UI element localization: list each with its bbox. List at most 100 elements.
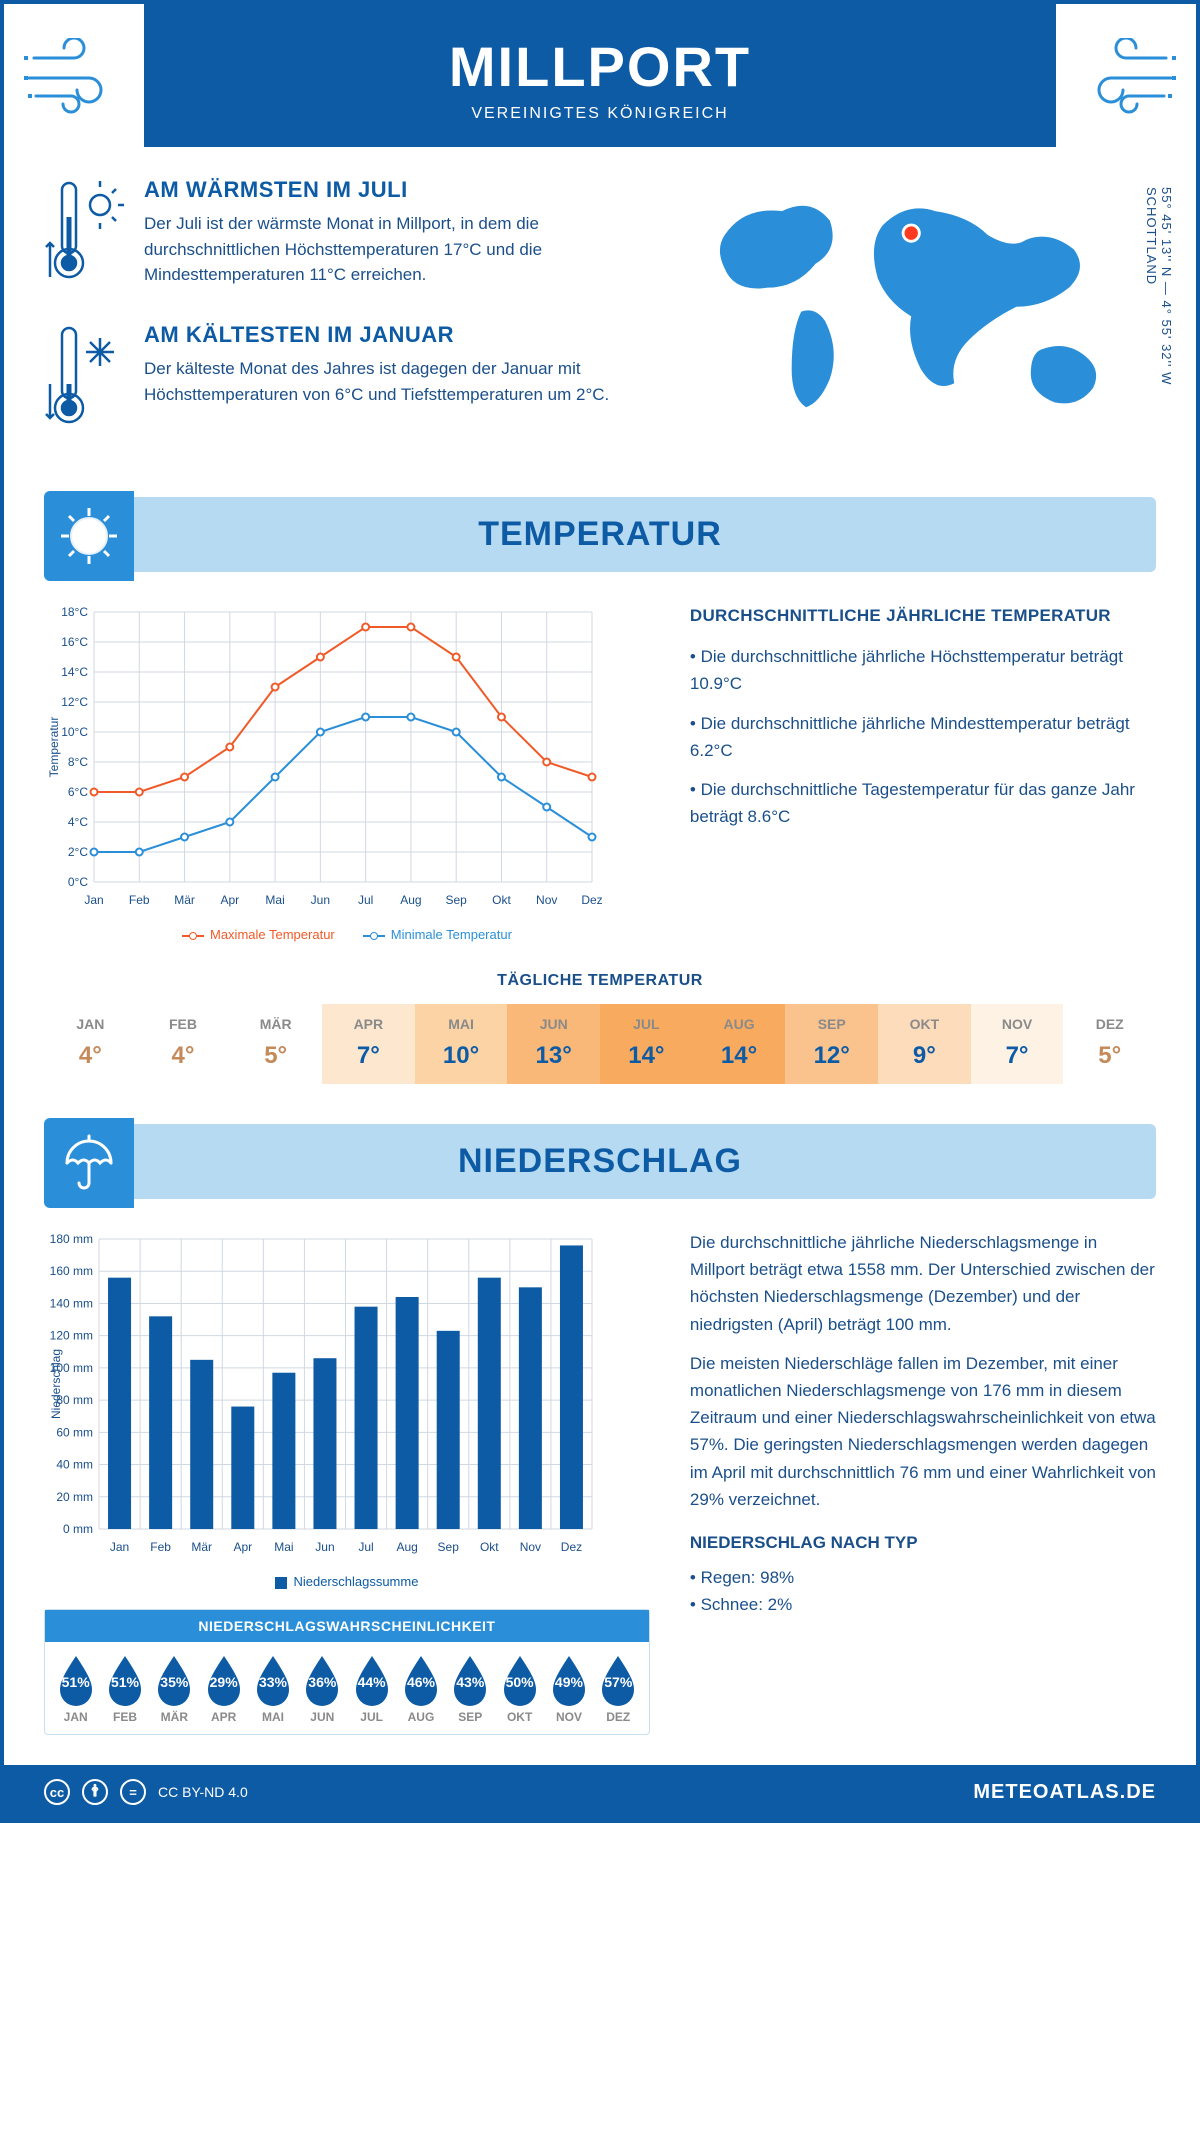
precip-p2: Die meisten Niederschläge fallen im Deze… [690, 1350, 1156, 1513]
precip-heading: NIEDERSCHLAG [44, 1142, 1156, 1181]
daily-temp-heading: TÄGLICHE TEMPERATUR [44, 972, 1156, 990]
thermometer-snow-icon [44, 322, 124, 432]
svg-text:18°C: 18°C [61, 605, 88, 619]
svg-text:20 mm: 20 mm [56, 1490, 93, 1504]
precip-prob-cell: 35% MÄR [150, 1654, 199, 1724]
daily-temp-cell: DEZ 5° [1063, 1004, 1156, 1084]
nd-icon: = [120, 1779, 146, 1805]
warmest-fact: AM WÄRMSTEN IM JULI Der Juli ist der wär… [44, 177, 666, 292]
svg-text:Nov: Nov [536, 893, 557, 907]
svg-text:Aug: Aug [396, 1540, 417, 1554]
daily-temp-cell: JUN 13° [507, 1004, 600, 1084]
svg-text:6°C: 6°C [68, 785, 88, 799]
precip-bar-chart: 0 mm20 mm40 mm60 mm80 mm100 mm120 mm140 … [44, 1229, 604, 1559]
coldest-heading: AM KÄLTESTEN IM JANUAR [144, 322, 666, 348]
warmest-text: Der Juli ist der wärmste Monat in Millpo… [144, 211, 666, 288]
by-icon: 🛉 [82, 1779, 108, 1805]
license-text: CC BY-ND 4.0 [158, 1784, 248, 1800]
daily-temp-cell: FEB 4° [137, 1004, 230, 1084]
svg-text:Jul: Jul [358, 893, 373, 907]
svg-text:40 mm: 40 mm [56, 1458, 93, 1472]
svg-text:Apr: Apr [233, 1540, 252, 1554]
daily-temp-cell: AUG 14° [693, 1004, 786, 1084]
svg-text:Aug: Aug [400, 893, 421, 907]
svg-text:Jan: Jan [110, 1540, 129, 1554]
svg-text:Okt: Okt [480, 1540, 499, 1554]
svg-text:Sep: Sep [446, 893, 468, 907]
svg-text:Dez: Dez [581, 893, 602, 907]
precip-banner: NIEDERSCHLAG [44, 1124, 1156, 1199]
sun-icon [57, 504, 121, 568]
svg-text:120 mm: 120 mm [50, 1329, 93, 1343]
svg-text:Okt: Okt [492, 893, 511, 907]
daily-temp-cell: JUL 14° [600, 1004, 693, 1084]
daily-temp-table: JAN 4° FEB 4° MÄR 5° APR 7° MAI 10° JUN … [44, 1004, 1156, 1084]
precip-prob-cell: 46% AUG [396, 1654, 445, 1724]
legend-precip: Niederschlagssumme [293, 1574, 418, 1589]
svg-text:10°C: 10°C [61, 725, 88, 739]
temp-text-p3: • Die durchschnittliche Tagestemperatur … [690, 776, 1156, 830]
coldest-fact: AM KÄLTESTEN IM JANUAR Der kälteste Mona… [44, 322, 666, 437]
svg-text:Jul: Jul [358, 1540, 373, 1554]
coldest-text: Der kälteste Monat des Jahres ist dagege… [144, 356, 666, 407]
temperature-heading: TEMPERATUR [44, 515, 1156, 554]
daily-temp-cell: OKT 9° [878, 1004, 971, 1084]
svg-text:Nov: Nov [520, 1540, 541, 1554]
temp-text-p1: • Die durchschnittliche jährliche Höchst… [690, 643, 1156, 697]
world-map: 55° 45' 13'' N — 4° 55' 32'' W SCHOTTLAN… [696, 177, 1156, 467]
umbrella-icon [59, 1133, 119, 1193]
precip-prob-cell: 44% JUL [347, 1654, 396, 1724]
wind-icon [24, 38, 134, 118]
svg-text:Feb: Feb [129, 893, 150, 907]
svg-text:14°C: 14°C [61, 665, 88, 679]
precip-type-snow: • Schnee: 2% [690, 1591, 1156, 1618]
daily-temp-cell: SEP 12° [785, 1004, 878, 1084]
wind-icon [1066, 38, 1176, 118]
svg-text:Niederschlag: Niederschlag [49, 1349, 63, 1419]
svg-text:Sep: Sep [438, 1540, 460, 1554]
precip-p1: Die durchschnittliche jährliche Niedersc… [690, 1229, 1156, 1338]
daily-temp-cell: MÄR 5° [229, 1004, 322, 1084]
svg-text:Dez: Dez [561, 1540, 582, 1554]
page-subtitle: VEREINIGTES KÖNIGREICH [144, 105, 1056, 123]
footer: cc 🛉 = CC BY-ND 4.0 METEOATLAS.DE [4, 1765, 1196, 1819]
warmest-heading: AM WÄRMSTEN IM JULI [144, 177, 666, 203]
daily-temp-cell: MAI 10° [415, 1004, 508, 1084]
svg-text:180 mm: 180 mm [50, 1232, 93, 1246]
page-title: MILLPORT [144, 34, 1056, 99]
svg-text:Mär: Mär [174, 893, 195, 907]
temp-text-heading: DURCHSCHNITTLICHE JÄHRLICHE TEMPERATUR [690, 602, 1156, 629]
precip-type-heading: NIEDERSCHLAG NACH TYP [690, 1529, 1156, 1556]
precip-prob-cell: 51% FEB [100, 1654, 149, 1724]
temperature-banner: TEMPERATUR [44, 497, 1156, 572]
map-marker-icon [905, 226, 918, 239]
svg-text:Jun: Jun [315, 1540, 334, 1554]
temp-text-p2: • Die durchschnittliche jährliche Mindes… [690, 710, 1156, 764]
precip-legend: Niederschlagssumme [44, 1574, 650, 1589]
precip-prob-heading: NIEDERSCHLAGSWAHRSCHEINLICHKEIT [45, 1610, 649, 1642]
svg-text:8°C: 8°C [68, 755, 88, 769]
svg-text:0°C: 0°C [68, 875, 88, 889]
precip-prob-cell: 51% JAN [51, 1654, 100, 1724]
precip-prob-cell: 29% APR [199, 1654, 248, 1724]
svg-text:Apr: Apr [220, 893, 239, 907]
svg-text:Jun: Jun [311, 893, 330, 907]
precip-prob-cell: 57% DEZ [594, 1654, 643, 1724]
header: MILLPORT VEREINIGTES KÖNIGREICH [144, 4, 1056, 147]
svg-text:Feb: Feb [150, 1540, 171, 1554]
legend-min: Minimale Temperatur [391, 927, 512, 942]
svg-text:Mär: Mär [191, 1540, 212, 1554]
thermometer-sun-icon [44, 177, 124, 287]
svg-text:2°C: 2°C [68, 845, 88, 859]
precip-prob-cell: 36% JUN [298, 1654, 347, 1724]
site-logo: METEOATLAS.DE [973, 1781, 1156, 1804]
temp-legend: Maximale Temperatur Minimale Temperatur [44, 927, 650, 942]
daily-temp-cell: JAN 4° [44, 1004, 137, 1084]
svg-text:Jan: Jan [84, 893, 103, 907]
cc-icon: cc [44, 1779, 70, 1805]
svg-text:160 mm: 160 mm [50, 1264, 93, 1278]
precip-prob-cell: 50% OKT [495, 1654, 544, 1724]
precip-type-rain: • Regen: 98% [690, 1564, 1156, 1591]
svg-text:12°C: 12°C [61, 695, 88, 709]
intro-row: AM WÄRMSTEN IM JULI Der Juli ist der wär… [44, 177, 1156, 467]
